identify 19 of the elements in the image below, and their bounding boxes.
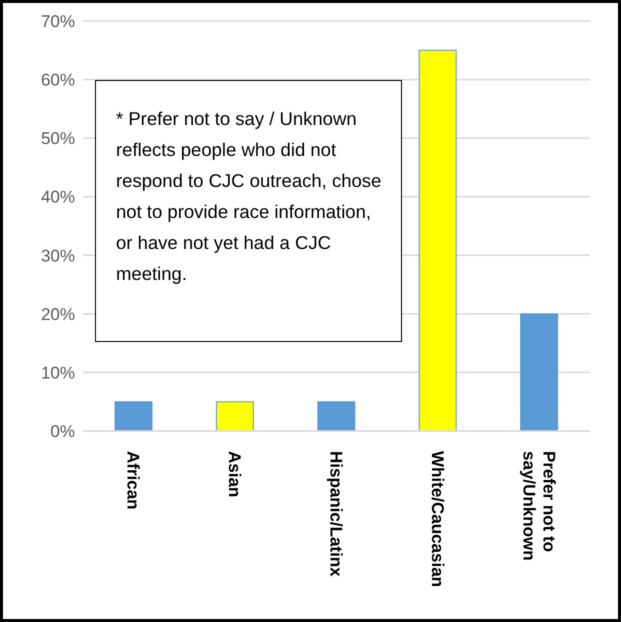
y-tick-label: 10%: [40, 363, 75, 382]
x-tick-label: African: [124, 451, 143, 510]
y-tick-label: 70%: [40, 12, 75, 32]
x-tick-label: Prefer not to say/Unknown: [519, 451, 558, 561]
y-tick-label: 20%: [40, 304, 75, 324]
bar: [520, 313, 558, 431]
y-tick-label: 40%: [40, 188, 75, 207]
x-tick-label: Asian: [225, 451, 244, 498]
x-tick-label: White/Caucasian: [428, 451, 447, 588]
bar: [317, 401, 356, 431]
y-tick-label: 60%: [40, 70, 75, 90]
bar: [114, 401, 152, 431]
bar: [216, 401, 254, 431]
bar: [418, 50, 457, 431]
note-box: * Prefer not to say / Unknown reflects people who did not respond to CJC outreach, chose not to provide race information, or have not yet had a CJC meeting.: [95, 80, 402, 342]
y-tick-label: 0%: [50, 422, 75, 442]
y-tick-label: 30%: [40, 246, 75, 266]
y-tick-label: 50%: [40, 129, 75, 148]
x-tick-label: Hispanic/Latinx: [326, 451, 346, 578]
